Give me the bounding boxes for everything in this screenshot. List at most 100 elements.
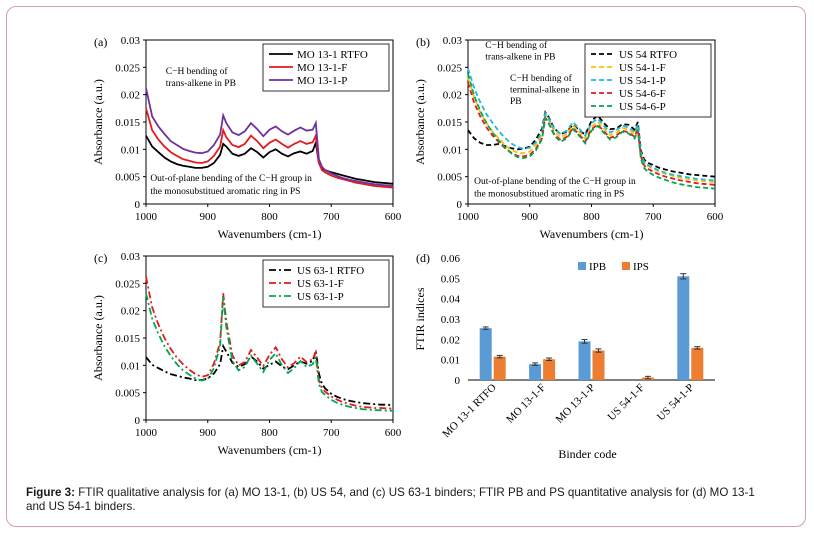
series-line-4 — [467, 82, 716, 186]
legend-label-1: MO 13-1 RTFO — [297, 49, 368, 61]
legend-box — [584, 43, 712, 118]
y-tick-label: 0.025 — [115, 62, 140, 74]
y-axis-label: Absorbance (a.u.) — [413, 79, 427, 165]
y-tick-label: 0.005 — [115, 388, 140, 400]
y-tick-label: 0.02 — [443, 90, 462, 102]
bar-ips — [543, 359, 556, 380]
y-tick-label: 0.03 — [121, 251, 141, 263]
y-tick-label: 0.025 — [437, 62, 462, 74]
legend-label-4: US 54-6-F — [619, 88, 666, 100]
chart-panel-d: (d) 0 0.01 0.02 0.03 0.04 0.05 0.06 FTIR indices… — [410, 246, 730, 468]
legend-label-2: MO 13-1-F — [297, 62, 347, 74]
x-tick-label: 900 — [200, 211, 217, 223]
series-line-2 — [145, 276, 393, 410]
chart-b-svg: (b) 0 0.005 0.01 0.015 0.02 0.025 0.03 1000 900 80… — [413, 35, 724, 241]
x-axis-label: Binder code — [558, 447, 616, 461]
chart-panel-b: (b) 0 0.005 0.01 0.015 0.02 0.025 0.03 1000 900 80… — [410, 30, 730, 252]
annotation-text: Out-of-plane bending of the C−H group in — [150, 173, 312, 184]
series-line-1 — [467, 109, 716, 178]
x-tick-label: 900 — [200, 427, 217, 439]
series-line-1 — [145, 135, 394, 185]
series-line-1 — [145, 343, 394, 407]
y-tick-label: 0.03 — [441, 314, 461, 326]
x-tick-label: 1000 — [135, 211, 158, 223]
panel-label: (d) — [416, 251, 430, 265]
bar-ipb — [578, 341, 591, 380]
y-tick-label: 0.005 — [115, 172, 140, 184]
x-tick-label: 600 — [385, 427, 402, 439]
y-tick-label: 0 — [135, 199, 141, 211]
legend-label-1: US 63-1 RTFO — [297, 265, 364, 277]
y-tick-label: 0 — [457, 199, 463, 211]
y-tick-label: 0.015 — [437, 117, 462, 129]
category-label: MO 13-1-F — [504, 382, 548, 426]
y-tick-label: 0.005 — [437, 172, 462, 184]
legend-label-ips: IPS — [633, 261, 649, 273]
annotation-text: C−H bending of — [166, 66, 229, 77]
x-tick-label: 1000 — [135, 427, 158, 439]
legend-label-3: US 54-1-P — [619, 75, 666, 87]
panel-label: (a) — [94, 35, 107, 49]
bar-ipb — [529, 364, 542, 380]
legend-swatch-ips — [622, 262, 630, 270]
legend-label-5: US 54-6-P — [619, 101, 666, 113]
y-axis-label: FTIR indices — [413, 287, 427, 350]
chart-panel-a: (a) 0 0.005 0.01 0.015 0.02 0.025 0.03 1000 900 80… — [88, 30, 408, 252]
figure-caption: Figure 3: FTIR qualitative analysis for … — [26, 486, 766, 514]
y-tick-label: 0.04 — [441, 294, 461, 306]
chart-d-svg: (d) 0 0.01 0.02 0.03 0.04 0.05 0.06 FTIR indices… — [413, 251, 715, 461]
x-tick-label: 1000 — [457, 211, 480, 223]
bar-ips — [691, 347, 704, 380]
y-tick-label: 0.02 — [121, 90, 140, 102]
y-tick-label: 0.01 — [121, 360, 140, 372]
category-label: US 54-1-P — [655, 382, 697, 424]
legend-label-2: US 54-1-F — [619, 62, 666, 74]
x-tick-label: 900 — [522, 211, 539, 223]
y-axis-label: Absorbance (a.u.) — [91, 79, 105, 165]
y-tick-label: 0.025 — [115, 278, 140, 290]
annotation-text: C−H bending of — [510, 73, 573, 84]
annotation-text: the monosubstitued aromatic ring in PS — [474, 189, 624, 199]
x-tick-label: 600 — [385, 211, 402, 223]
legend-label-ipb: IPB — [589, 261, 606, 273]
x-tick-label: 700 — [645, 211, 662, 223]
x-tick-label: 700 — [323, 427, 340, 439]
chart-panel-c: (c) 0 0.005 0.01 0.015 0.02 0.025 0.03 1000 900 80… — [88, 246, 408, 468]
y-axis-label: Absorbance (a.u.) — [91, 295, 105, 381]
bar-ips — [493, 356, 506, 380]
y-tick-label: 0.06 — [441, 253, 461, 265]
y-tick-label: 0.015 — [115, 333, 140, 345]
series-line-3 — [145, 292, 393, 412]
annotation-text: Out-of-plane bending of the C−H group in — [474, 176, 636, 187]
y-tick-label: 0.03 — [121, 35, 141, 47]
annotation-text: PB — [510, 97, 522, 107]
legend-label-3: MO 13-1-P — [297, 75, 347, 87]
chart-a-svg: (a) 0 0.005 0.01 0.015 0.02 0.025 0.03 1000 900 80… — [91, 35, 402, 241]
y-tick-label: 0 — [455, 375, 461, 387]
series-line-3 — [145, 87, 394, 187]
category-label: US 54-1-F — [605, 382, 647, 424]
bar-ips — [592, 350, 605, 380]
y-tick-label: 0.02 — [441, 334, 460, 346]
x-tick-label: 800 — [261, 211, 278, 223]
series-line-2 — [145, 108, 394, 189]
y-tick-label: 0.05 — [441, 273, 461, 285]
legend-label-1: US 54 RTFO — [619, 49, 677, 61]
category-label: MO 13-1 RTFO — [440, 382, 499, 441]
panel-label: (b) — [416, 35, 430, 49]
annotation-text: terminal-alkene in — [510, 85, 580, 95]
x-axis-label: Wavenumbers (cm-1) — [218, 227, 322, 241]
y-tick-label: 0.03 — [443, 35, 463, 47]
y-tick-label: 0.01 — [441, 355, 460, 367]
x-axis-label: Wavenumbers (cm-1) — [540, 227, 644, 241]
y-tick-label: 0 — [135, 415, 141, 427]
x-axis-label: Wavenumbers (cm-1) — [218, 443, 322, 457]
annotation-text: C−H bending of — [485, 40, 548, 51]
series-line-2 — [467, 76, 716, 183]
bar-ipb — [479, 328, 492, 380]
category-label: MO 13-1-P — [553, 382, 597, 426]
y-tick-label: 0.015 — [115, 117, 140, 129]
y-tick-label: 0.01 — [121, 144, 140, 156]
y-tick-label: 0.01 — [443, 144, 462, 156]
caption-text: FTIR qualitative analysis for (a) MO 13-… — [26, 486, 755, 513]
